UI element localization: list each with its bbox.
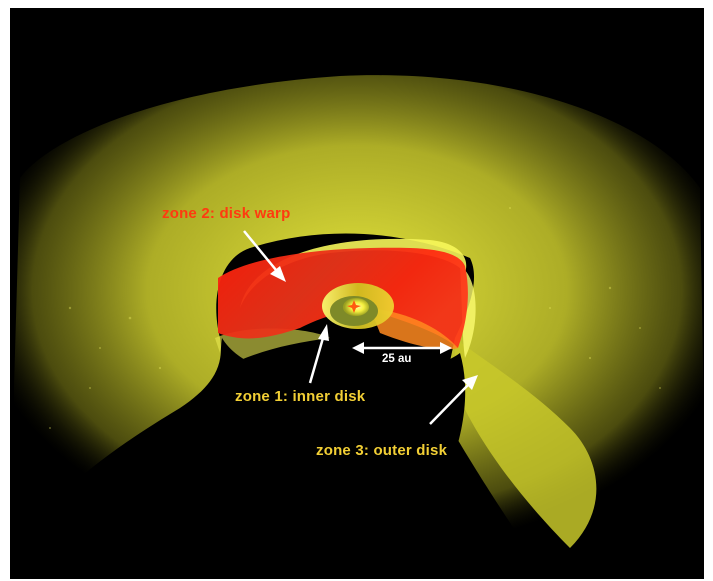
zone3-arrowhead	[462, 375, 478, 390]
zone1-arrow	[308, 337, 325, 384]
disk-render-panel: zone 2: disk warp zone 1: inner disk zon…	[10, 8, 704, 579]
disk-illustration	[10, 53, 704, 579]
central-cavity	[220, 338, 466, 497]
zone2-arrow	[243, 230, 277, 271]
speckle-texture	[49, 207, 661, 429]
zone3-arrow	[429, 384, 469, 425]
annotation-arrows	[243, 230, 478, 425]
scale-bar-label: 25 au	[382, 353, 412, 365]
zone2-arrowhead	[270, 266, 286, 282]
scale-bar-left-arrowhead	[352, 342, 364, 354]
zone1-label: zone 1: inner disk	[235, 388, 366, 405]
inner-disk-shape	[322, 283, 394, 329]
star-icon	[347, 300, 361, 313]
scale-bar-right-arrowhead	[440, 342, 452, 354]
zone1-arrowhead	[318, 324, 329, 341]
warp-highlight	[370, 308, 458, 350]
zone2-label: zone 2: disk warp	[162, 205, 291, 222]
zone3-label: zone 3: outer disk	[316, 442, 448, 459]
